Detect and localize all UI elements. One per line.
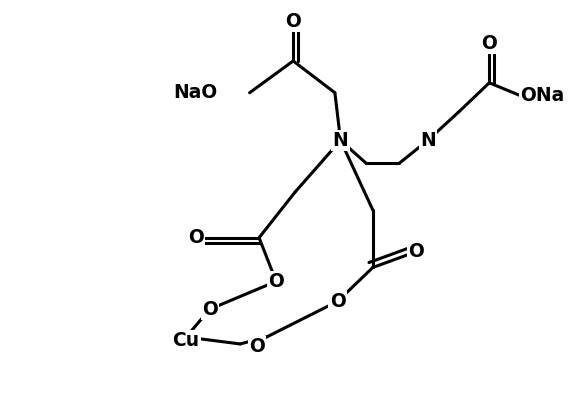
Text: N: N bbox=[420, 131, 435, 150]
Text: O: O bbox=[268, 272, 284, 291]
Text: O: O bbox=[188, 228, 203, 247]
Text: O: O bbox=[330, 292, 345, 311]
Text: NaO: NaO bbox=[173, 83, 217, 102]
Text: O: O bbox=[285, 12, 301, 31]
Text: O: O bbox=[482, 33, 497, 52]
Text: O: O bbox=[249, 337, 265, 357]
Text: ONa: ONa bbox=[520, 86, 565, 105]
Text: Cu: Cu bbox=[173, 331, 200, 351]
Text: N: N bbox=[333, 131, 348, 150]
Text: O: O bbox=[409, 242, 424, 261]
Text: O: O bbox=[202, 300, 218, 319]
